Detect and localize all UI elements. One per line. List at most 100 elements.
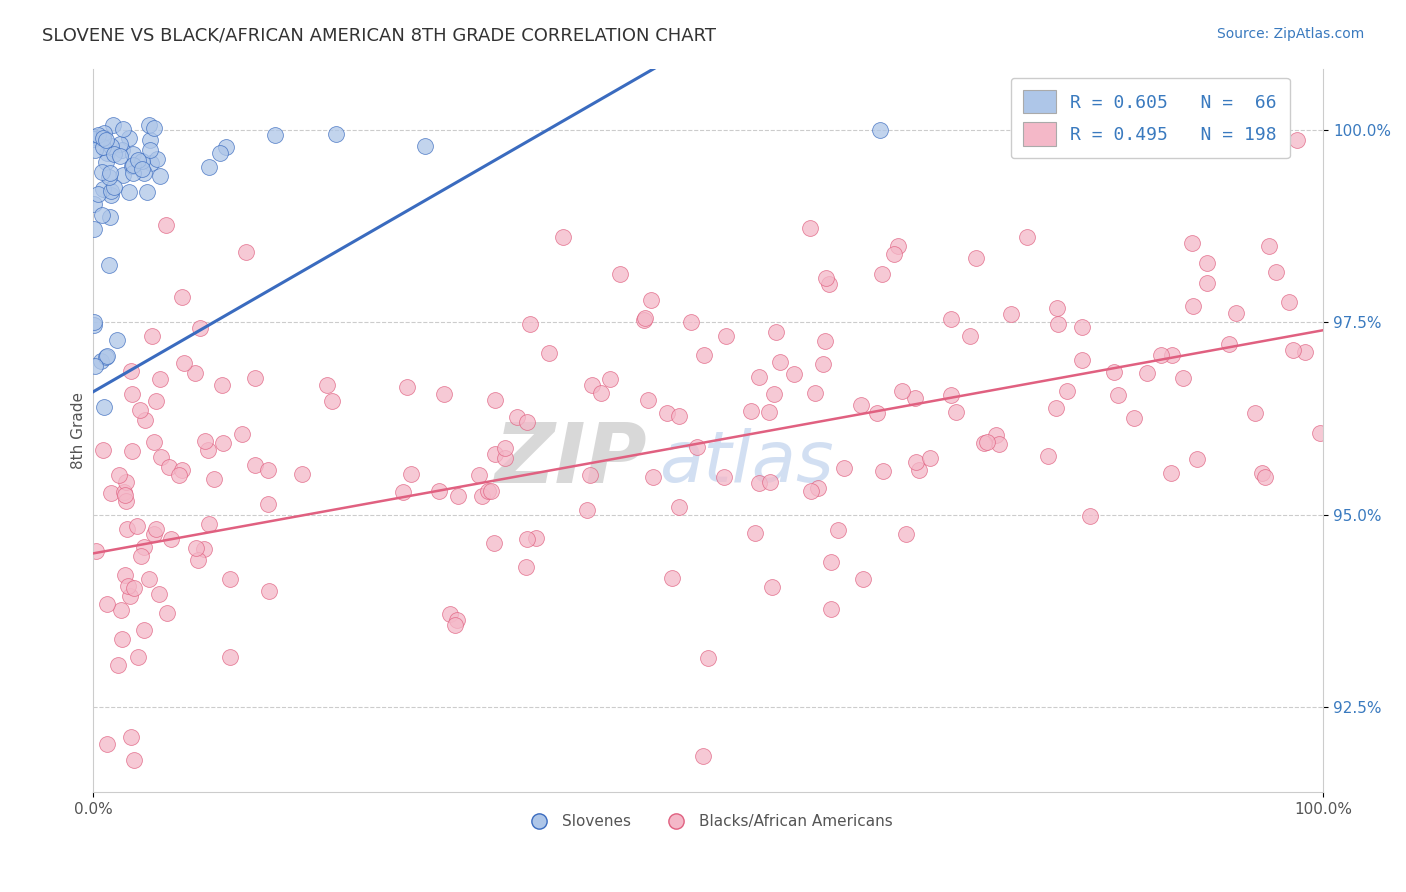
Point — [194, 434, 217, 449]
Point — [325, 127, 347, 141]
Point — [83, 315, 105, 329]
Point — [97, 170, 120, 185]
Point — [883, 247, 905, 261]
Point — [468, 468, 491, 483]
Point — [713, 470, 735, 484]
Point — [155, 219, 177, 233]
Point — [820, 555, 842, 569]
Point — [427, 484, 450, 499]
Point — [121, 159, 143, 173]
Point — [697, 650, 720, 665]
Point — [107, 657, 129, 672]
Legend: Slovenes, Blacks/African Americans: Slovenes, Blacks/African Americans — [517, 808, 900, 835]
Point — [257, 463, 280, 477]
Point — [988, 437, 1011, 451]
Point — [959, 329, 981, 343]
Text: Source: ZipAtlas.com: Source: ZipAtlas.com — [1216, 27, 1364, 41]
Point — [149, 169, 172, 183]
Point — [740, 404, 762, 418]
Point — [869, 123, 891, 137]
Point — [1038, 449, 1060, 463]
Point — [91, 442, 114, 457]
Point — [668, 500, 690, 515]
Point — [851, 398, 873, 412]
Point — [141, 329, 163, 343]
Point — [804, 385, 827, 400]
Point — [91, 182, 114, 196]
Point — [1265, 265, 1288, 279]
Point — [120, 730, 142, 744]
Point — [769, 355, 792, 369]
Point — [973, 436, 995, 450]
Point — [111, 122, 134, 136]
Point — [820, 602, 842, 616]
Point — [135, 186, 157, 200]
Point — [976, 434, 998, 449]
Point — [444, 617, 467, 632]
Point — [446, 613, 468, 627]
Point — [524, 532, 547, 546]
Point — [744, 525, 766, 540]
Point — [209, 146, 232, 161]
Point — [173, 356, 195, 370]
Point — [91, 139, 114, 153]
Point — [1185, 451, 1208, 466]
Point — [1254, 470, 1277, 484]
Point — [1244, 406, 1267, 420]
Point — [90, 353, 112, 368]
Point — [1278, 295, 1301, 310]
Point — [118, 185, 141, 199]
Point — [83, 222, 105, 236]
Point — [657, 406, 679, 420]
Point — [661, 571, 683, 585]
Point — [716, 329, 738, 343]
Point — [127, 153, 149, 167]
Point — [1161, 348, 1184, 362]
Point — [98, 166, 121, 180]
Point — [98, 210, 121, 224]
Point — [1070, 320, 1092, 334]
Point — [120, 364, 142, 378]
Point — [100, 486, 122, 500]
Point — [117, 522, 139, 536]
Point — [157, 460, 180, 475]
Point — [395, 380, 418, 394]
Y-axis label: 8th Grade: 8th Grade — [72, 392, 86, 468]
Point — [1056, 384, 1078, 398]
Point — [218, 572, 240, 586]
Point — [939, 312, 962, 326]
Point — [1197, 276, 1219, 290]
Point — [198, 516, 221, 531]
Point — [1250, 466, 1272, 480]
Point — [1181, 236, 1204, 251]
Point — [609, 267, 631, 281]
Point — [160, 533, 183, 547]
Point — [108, 468, 131, 483]
Point — [110, 149, 132, 163]
Point — [257, 584, 280, 599]
Point — [91, 130, 114, 145]
Point — [693, 348, 716, 362]
Point — [817, 277, 839, 291]
Point — [965, 251, 987, 265]
Point — [134, 413, 156, 427]
Point — [1102, 365, 1125, 379]
Point — [1286, 133, 1309, 147]
Point — [433, 386, 456, 401]
Point — [692, 749, 714, 764]
Point — [763, 387, 786, 401]
Point — [904, 391, 927, 405]
Point — [413, 139, 436, 153]
Point — [139, 143, 162, 157]
Point — [129, 402, 152, 417]
Point — [589, 386, 612, 401]
Point — [132, 166, 155, 180]
Point — [148, 587, 170, 601]
Point — [1123, 411, 1146, 425]
Point — [1225, 306, 1247, 320]
Point — [84, 359, 107, 373]
Point — [84, 544, 107, 558]
Point — [1136, 366, 1159, 380]
Point — [87, 187, 110, 202]
Text: SLOVENE VS BLACK/AFRICAN AMERICAN 8TH GRADE CORRELATION CHART: SLOVENE VS BLACK/AFRICAN AMERICAN 8TH GR… — [42, 27, 716, 45]
